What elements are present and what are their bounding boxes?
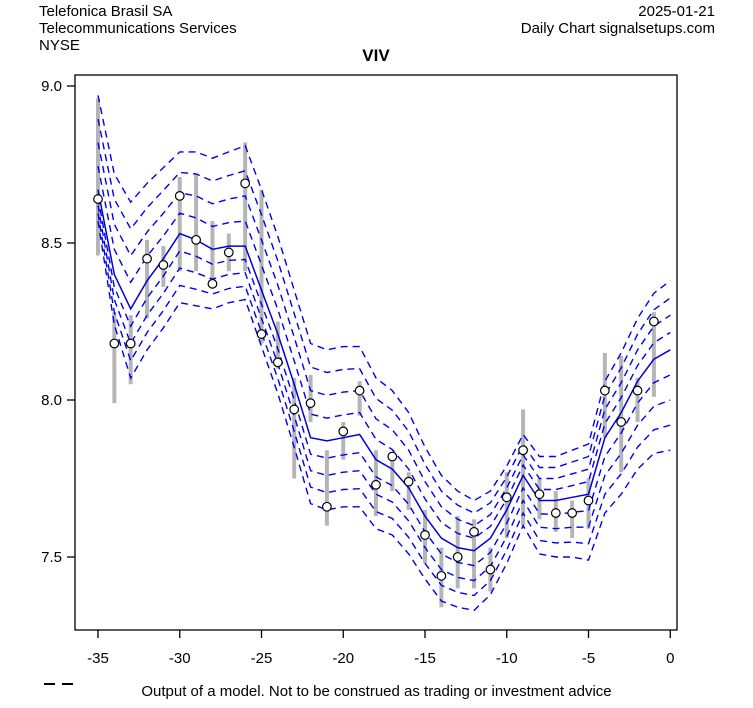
header-right: 2025-01-21 Daily Chart signalsetups.com	[521, 3, 715, 37]
band-line-lower-1	[97, 197, 671, 567]
close-price-circle	[632, 385, 643, 396]
close-price-circle	[174, 190, 185, 201]
close-price-circle	[240, 178, 251, 189]
close-price-circle	[191, 234, 202, 245]
close-price-circle	[616, 417, 627, 427]
close-price-circle	[534, 489, 545, 500]
band-line-upper-4	[97, 95, 671, 502]
disclaimer-text: Output of a model. Not to be construed a…	[141, 683, 612, 700]
close-price-circle	[354, 385, 365, 396]
y-axis-tick-label: 9.0	[41, 78, 62, 95]
x-axis-tick-label: -35	[87, 650, 109, 667]
plot-border	[74, 74, 678, 631]
x-axis-tick-label: -30	[169, 650, 191, 667]
close-price-circle	[272, 357, 283, 368]
legend-dash-icon	[62, 683, 73, 685]
close-price-circle	[125, 338, 136, 349]
close-price-circle	[289, 404, 300, 415]
x-axis-tick-label: -15	[414, 650, 436, 667]
close-price-circle	[550, 508, 561, 518]
sector-name: Telecommunications Services	[39, 20, 237, 37]
x-axis-tick-label: -5	[582, 650, 595, 667]
close-price-circle	[322, 501, 332, 512]
close-price-circle	[469, 526, 479, 537]
close-price-circle	[338, 426, 349, 437]
close-price-circle	[583, 495, 594, 506]
close-price-circle	[599, 385, 610, 396]
x-axis-tick-label: -10	[496, 650, 518, 667]
page-title: VIV	[362, 46, 390, 65]
close-price-circle	[485, 564, 496, 575]
y-axis-tick-label: 7.5	[41, 549, 62, 566]
y-axis-tick-label: 8.0	[41, 392, 62, 409]
legend-dash-icon	[44, 683, 84, 687]
chart-date: 2025-01-21	[638, 3, 715, 20]
close-price-circle	[403, 476, 414, 487]
y-axis-tick-label: 8.5	[41, 235, 62, 252]
close-price-circle	[305, 398, 316, 409]
band-line-upper-1	[97, 165, 671, 539]
band-line-upper-3	[97, 118, 671, 514]
close-price-circle	[158, 260, 169, 270]
close-price-circle	[256, 329, 267, 339]
close-price-circle	[142, 253, 152, 264]
band-line-lower-3	[97, 213, 671, 597]
band-line-lower-4	[97, 220, 671, 612]
close-price-circle	[109, 338, 120, 349]
band-line-upper-2	[97, 142, 671, 527]
close-price-circle	[387, 451, 398, 462]
band-line-lower-2	[97, 205, 671, 582]
model-line	[97, 189, 671, 552]
x-axis-tick-label: -20	[332, 650, 354, 667]
close-price-circle	[207, 278, 218, 289]
close-price-circle	[223, 247, 234, 258]
close-price-circle	[420, 530, 430, 540]
legend-dash-icon	[44, 683, 55, 685]
close-price-circle	[371, 479, 381, 490]
close-price-circle	[452, 552, 463, 562]
company-name: Telefonica Brasil SA	[39, 3, 173, 20]
close-price-circle	[93, 194, 103, 204]
close-price-circle	[501, 492, 512, 503]
x-axis-tick-label: -25	[251, 650, 273, 667]
close-price-circle	[649, 316, 659, 327]
x-axis-tick-label: 0	[666, 650, 674, 667]
close-price-circle	[518, 445, 528, 456]
header-left: Telefonica Brasil SA Telecommunications …	[39, 3, 237, 54]
chart-source: Daily Chart signalsetups.com	[520, 20, 715, 37]
close-price-circle	[567, 508, 578, 518]
close-price-circle	[436, 570, 447, 581]
exchange-name: NYSE	[39, 37, 80, 54]
